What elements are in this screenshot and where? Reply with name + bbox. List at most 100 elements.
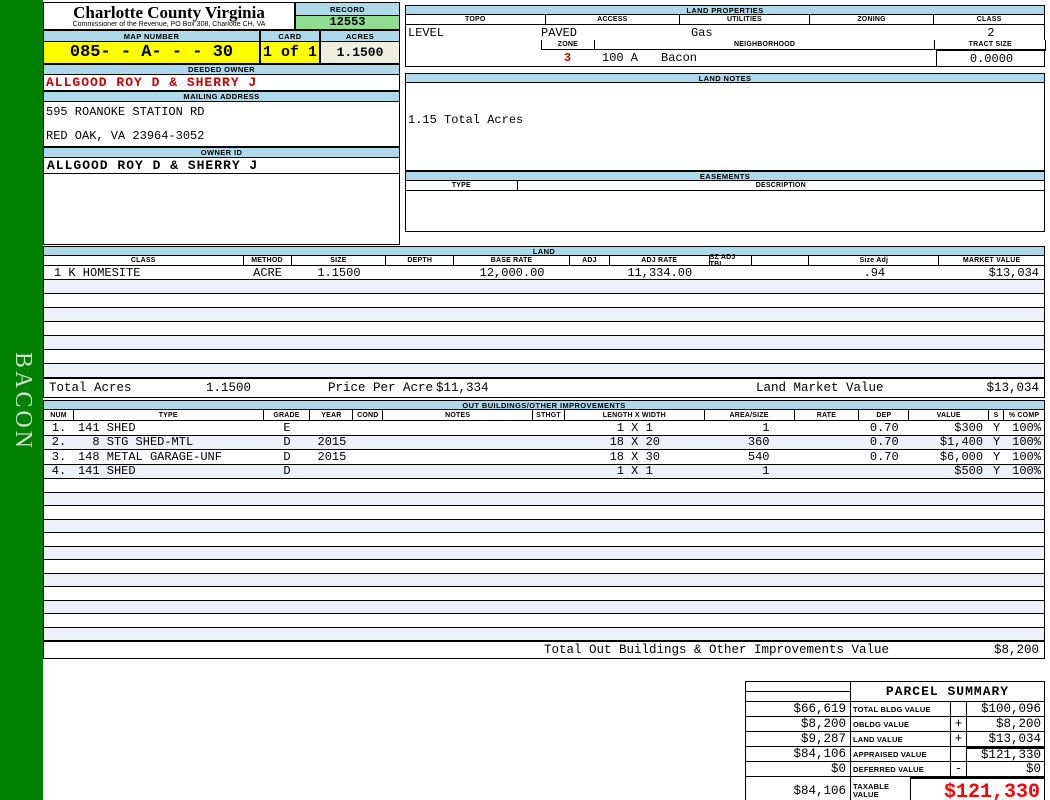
out-buildings-column-header: YEAR — [310, 410, 354, 420]
out-building-row: 3. 148 METAL GARAGE-UNF D 2015 18 X 30 540 0.7… — [43, 450, 1045, 465]
acres-label: ACRES — [320, 30, 400, 42]
land-table-body: 1 K HOMESITE ACRE 1.1500 12,000.00 11,334.00… — [43, 266, 1045, 378]
out-building-cell — [794, 436, 859, 450]
land-totals-row: Total Acres 1.1500 Price Per Acre $11,33… — [43, 378, 1045, 398]
empty-row — [43, 492, 1045, 506]
land-column-header: BASE RATE — [454, 256, 570, 265]
out-building-cell: 2015 — [317, 449, 347, 464]
total-acres-value: 1.1500 — [206, 381, 252, 395]
out-building-cell — [794, 450, 859, 464]
card-value: 1 of 1 — [260, 42, 320, 64]
out-building-cell — [353, 436, 383, 450]
deeded-owner-label: DEEDED OWNER — [43, 64, 400, 75]
taxable-label: TAXABLE VALUE — [850, 777, 910, 800]
zone-label: ZONE — [542, 40, 595, 49]
empty-row — [43, 280, 1045, 294]
out-building-cell — [383, 465, 533, 479]
summary-value: $100,096 — [966, 702, 1045, 717]
out-building-cell: Y — [992, 435, 1001, 450]
land-market-value-label: Land Market Value — [756, 381, 884, 395]
land-market-value: $13,034 — [986, 381, 1039, 395]
mailing-address-label: MAILING ADDRESS — [43, 91, 400, 102]
out-building-cell — [383, 421, 533, 435]
parcel-summary: PARCEL SUMMARY $66,619 TOTAL BLDG VALUE $1… — [745, 681, 1045, 800]
sidebar: BACON — [0, 0, 43, 800]
class-label: CLASS — [976, 16, 1002, 23]
acres-value: 1.1500 — [320, 42, 400, 64]
summary-label: LAND VALUE — [850, 732, 950, 747]
land-table: LAND CLASS METHOD SIZE DEPTH BASE RATE ADJ ADJ… — [43, 246, 1045, 398]
map-number-label: MAP NUMBER — [43, 30, 260, 42]
out-building-cell: 2015 — [317, 435, 347, 450]
out-building-cell — [794, 465, 859, 479]
out-building-cell: 100% — [1012, 449, 1041, 464]
out-buildings-column-header: NUM — [44, 410, 74, 420]
land-table-title: LAND — [43, 246, 1045, 256]
out-building-cell: 0.70 — [869, 435, 899, 450]
summary-left-value: $8,200 — [745, 717, 850, 732]
land-cell: ACRE — [253, 265, 282, 280]
access-label: ACCESS — [546, 15, 681, 24]
topo-label: TOPO — [406, 15, 546, 24]
empty-row — [43, 336, 1045, 350]
land-column-header: METHOD — [244, 256, 292, 265]
empty-row — [43, 364, 1045, 378]
easement-description-label: DESCRIPTION — [755, 182, 806, 189]
out-building-cell: Y — [992, 464, 1001, 479]
zoning-label: ZONING — [810, 15, 935, 24]
out-building-cell: 1. — [51, 420, 67, 435]
mailing-address-box: 595 ROANOKE STATION RD RED OAK, VA 23964… — [43, 102, 400, 147]
parcel-summary-row: $0 DEFERRED VALUE - $0 — [745, 762, 1045, 777]
corner-cell-top — [746, 682, 850, 692]
out-buildings-column-header: RATE — [795, 410, 860, 420]
easement-type-label: TYPE — [406, 181, 518, 190]
out-building-cell — [353, 465, 383, 479]
easements-headers: TYPE DESCRIPTION — [405, 181, 1045, 191]
land-column-header: CLASS — [44, 256, 244, 265]
out-building-cell: $500 — [954, 464, 984, 479]
out-building-cell: 1 — [762, 420, 770, 435]
record-value: 12553 — [295, 16, 400, 30]
out-buildings-column-header: TYPE — [74, 410, 264, 420]
summary-label: TOTAL BLDG VALUE — [850, 702, 950, 717]
out-building-cell — [353, 450, 383, 464]
tract-size-value: 0.0000 — [936, 50, 1046, 67]
out-building-cell: 540 — [747, 449, 770, 464]
parcel-summary-row: $84,106 TAXABLE VALUE $121,330 — [745, 777, 1045, 800]
land-column-header: Size Adj — [809, 256, 940, 265]
out-building-cell — [383, 436, 533, 450]
land-note: 1.15 Total Acres — [408, 113, 524, 127]
taxable-left-value: $84,106 — [745, 777, 850, 800]
empty-row — [43, 560, 1045, 574]
out-buildings-column-header: % COMP — [1008, 411, 1040, 419]
owner-id-value: ALLGOOD ROY D & SHERRY J — [43, 158, 400, 174]
land-cell: 1 K HOMESITE — [54, 265, 141, 280]
land-properties-title: LAND PROPERTIES — [405, 5, 1045, 15]
out-buildings-total-label: Total Out Buildings & Other Improvements… — [544, 643, 890, 657]
record-label: RECORD — [295, 2, 400, 16]
land-notes-box: 1.15 Total Acres — [405, 83, 1045, 171]
parcel-summary-row: $84,106 APPRAISED VALUE $121,330 — [745, 747, 1045, 762]
parcel-summary-row: $66,619 TOTAL BLDG VALUE $100,096 — [745, 702, 1045, 717]
empty-row — [43, 322, 1045, 336]
utilities-label: UTILITIES — [680, 15, 810, 24]
parcel-summary-corner — [745, 682, 850, 702]
out-buildings-title: OUT BUILDINGS/OTHER IMPROVEMENTS — [43, 400, 1045, 410]
empty-row — [43, 533, 1045, 547]
out-building-row: 2. 8 STG SHED-MTL D 2015 18 X 20 360 0.70 $1,4… — [43, 435, 1045, 450]
out-building-cell: Y — [992, 449, 1001, 464]
out-building-cell — [310, 421, 353, 435]
out-building-cell: 2. — [51, 435, 67, 450]
summary-operator — [950, 747, 966, 762]
summary-label: DEFERRED VALUE — [850, 762, 950, 777]
land-properties-headers: TOPO ACCESS UTILITIES ZONING CLASS — [405, 15, 1045, 25]
class-value: 2 — [987, 26, 995, 40]
parcel-summary-header: PARCEL SUMMARY — [745, 682, 1045, 702]
utilities-value: Gas — [691, 26, 713, 40]
out-building-cell: 1 X 1 — [609, 464, 660, 479]
sidebar-tab-bacon: BACON — [10, 352, 36, 452]
tract-size-label: TRACT SIZE — [968, 41, 1012, 48]
out-buildings-column-header: S — [989, 410, 1005, 420]
out-building-cell: 18 X 20 — [609, 435, 660, 450]
out-building-cell: 100% — [1012, 464, 1041, 479]
